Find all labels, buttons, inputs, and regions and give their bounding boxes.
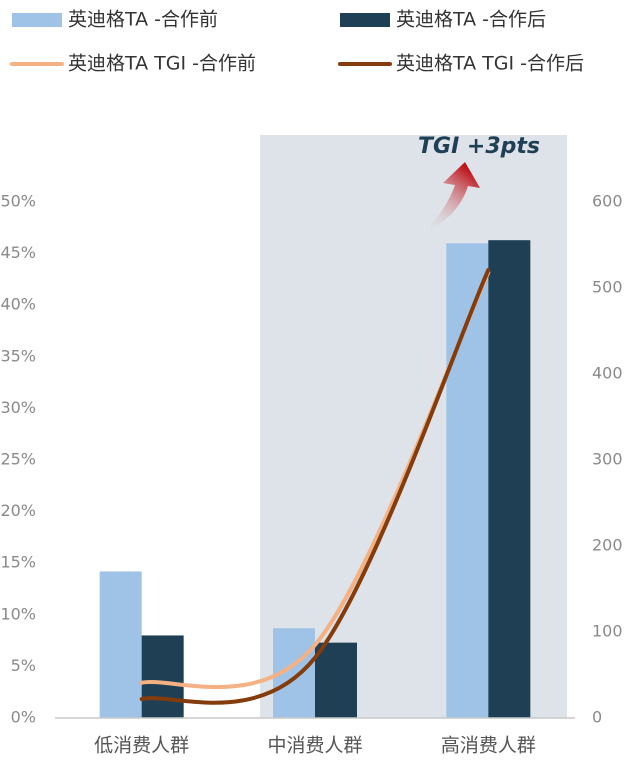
- bar: [99, 571, 142, 718]
- y-tick-label: 0%: [11, 708, 36, 727]
- legend-swatch: [12, 13, 62, 27]
- bar: [446, 243, 489, 718]
- y2-tick-label: 500: [592, 278, 623, 297]
- y-tick-label: 20%: [0, 501, 36, 520]
- y2-tick-label: 400: [592, 364, 623, 383]
- x-tick-label: 低消费人群: [94, 735, 189, 757]
- y-tick-label: 45%: [0, 243, 36, 262]
- legend-swatch: [340, 13, 390, 27]
- trend-arrow: [425, 162, 480, 232]
- y-tick-label: 10%: [0, 604, 36, 623]
- y-tick-label: 30%: [0, 398, 36, 417]
- y2-tick-label: 300: [592, 450, 623, 469]
- y-tick-label: 35%: [0, 346, 36, 365]
- y-tick-label: 50%: [0, 192, 36, 211]
- bar: [141, 635, 184, 718]
- y2-tick-label: 200: [592, 536, 623, 555]
- x-tick-label: 中消费人群: [267, 735, 362, 757]
- bar: [488, 240, 531, 718]
- x-tick-label: 高消费人群: [441, 735, 536, 757]
- y2-tick-label: 100: [592, 622, 623, 641]
- y2-tick-label: 0: [592, 708, 602, 727]
- tgi-line: [139, 267, 491, 705]
- y2-tick-label: 600: [592, 192, 623, 211]
- legend-label: 英迪格TA TGI -合作前: [68, 53, 256, 75]
- legend-label: 英迪格TA -合作后: [396, 9, 546, 31]
- annotation: TGI +3pts: [418, 134, 540, 159]
- legend-label: 英迪格TA -合作前: [68, 9, 218, 31]
- y-tick-label: 40%: [0, 295, 36, 314]
- y-tick-label: 15%: [0, 553, 36, 572]
- bar: [315, 642, 357, 718]
- y-tick-label: 25%: [0, 450, 36, 469]
- y-tick-label: 5%: [11, 656, 36, 675]
- legend-label: 英迪格TA TGI -合作后: [396, 53, 584, 75]
